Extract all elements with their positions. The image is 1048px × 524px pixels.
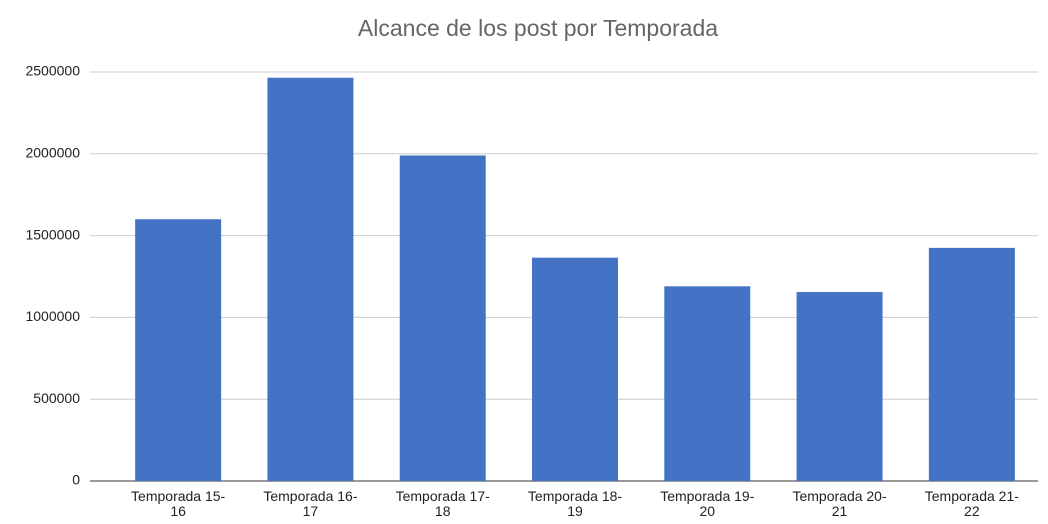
y-tick-label: 1000000	[25, 308, 80, 324]
x-tick-label: Temporada 20-21	[792, 488, 887, 519]
x-tick-label: Temporada 19-20	[660, 488, 755, 519]
y-tick-label: 1500000	[25, 226, 80, 242]
chart-title: Alcance de los post por Temporada	[358, 15, 718, 41]
y-tick-label: 500000	[33, 390, 80, 406]
bar	[267, 77, 354, 481]
x-tick-label: Temporada 16-17	[263, 488, 358, 519]
y-tick-label: 2500000	[25, 63, 80, 79]
bar	[796, 292, 883, 481]
x-tick-label: Temporada 17-18	[395, 488, 490, 519]
bar	[928, 247, 1015, 481]
bar	[399, 155, 486, 481]
x-tick-label: Temporada 15-16	[131, 488, 226, 519]
x-tick-label: Temporada 21-22	[924, 488, 1019, 519]
y-tick-label: 0	[72, 472, 80, 488]
bar	[135, 219, 222, 482]
x-tick-label: Temporada 18-19	[527, 488, 623, 519]
bar	[664, 286, 751, 481]
y-tick-label: 2000000	[25, 145, 80, 161]
bar	[532, 257, 618, 481]
